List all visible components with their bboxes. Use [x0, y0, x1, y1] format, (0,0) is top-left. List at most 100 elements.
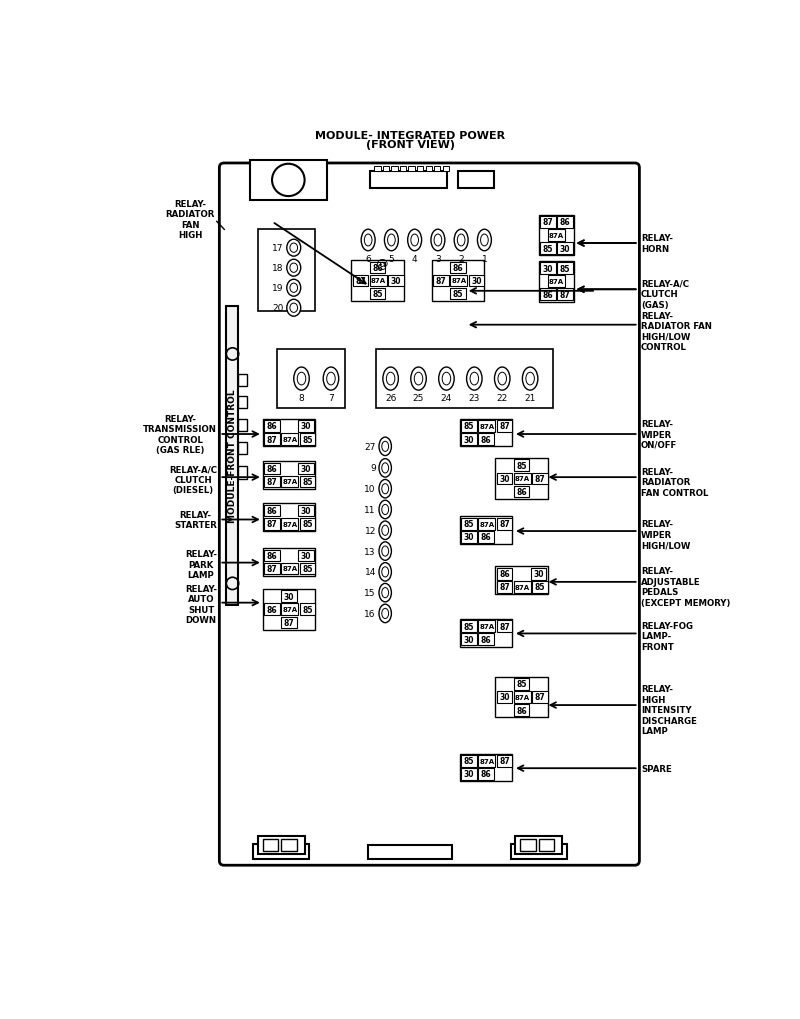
Text: RELAY-
RADIATOR
FAN CONTROL: RELAY- RADIATOR FAN CONTROL: [641, 468, 708, 497]
Bar: [478, 532, 494, 543]
Bar: [298, 505, 314, 517]
Bar: [540, 217, 556, 228]
Bar: [282, 616, 297, 629]
Text: 21: 21: [525, 393, 536, 403]
Text: 19: 19: [272, 284, 284, 292]
Bar: [282, 476, 298, 488]
Bar: [351, 261, 404, 302]
Bar: [497, 569, 512, 580]
Text: 85: 85: [302, 565, 313, 574]
Text: 1: 1: [482, 255, 487, 264]
Text: 30: 30: [464, 435, 474, 444]
Bar: [238, 419, 247, 431]
Text: RELAY-
STARTER: RELAY- STARTER: [174, 511, 217, 530]
Bar: [478, 768, 494, 780]
Ellipse shape: [382, 526, 389, 536]
Ellipse shape: [361, 230, 375, 252]
Ellipse shape: [323, 368, 338, 390]
Bar: [374, 167, 381, 171]
Ellipse shape: [434, 234, 442, 247]
Text: 87A: 87A: [282, 479, 298, 485]
Bar: [370, 171, 447, 189]
Bar: [370, 275, 386, 287]
Text: RELAY-
WIPER
HIGH/LOW: RELAY- WIPER HIGH/LOW: [641, 520, 690, 549]
Text: 87A: 87A: [370, 278, 386, 284]
Ellipse shape: [438, 368, 454, 390]
Ellipse shape: [326, 373, 335, 385]
Text: RELAY-A/C
CLUTCH
(GAS): RELAY-A/C CLUTCH (GAS): [641, 279, 689, 310]
Bar: [353, 275, 368, 287]
Bar: [478, 621, 495, 632]
Bar: [478, 634, 494, 645]
Bar: [514, 460, 530, 472]
Ellipse shape: [414, 373, 422, 385]
Ellipse shape: [382, 588, 389, 598]
Bar: [533, 582, 548, 593]
Bar: [514, 486, 530, 497]
Text: 86: 86: [266, 465, 278, 473]
Bar: [514, 692, 531, 703]
Bar: [450, 288, 466, 300]
Bar: [538, 262, 574, 303]
Ellipse shape: [290, 264, 298, 273]
Text: 87: 87: [266, 478, 278, 486]
Ellipse shape: [494, 368, 510, 390]
Text: 87A: 87A: [479, 424, 494, 430]
Bar: [458, 171, 494, 189]
Text: 87: 87: [499, 520, 510, 529]
Text: RELAY-
HORN: RELAY- HORN: [641, 234, 673, 254]
Ellipse shape: [382, 464, 389, 474]
Text: 30: 30: [464, 635, 474, 644]
Text: 6: 6: [366, 255, 371, 264]
Ellipse shape: [382, 504, 389, 515]
Bar: [282, 519, 298, 530]
Text: RELAY-
WIPER
ON/OFF: RELAY- WIPER ON/OFF: [641, 420, 677, 449]
Text: 87A: 87A: [479, 758, 494, 764]
Text: (FRONT VIEW): (FRONT VIEW): [366, 141, 454, 151]
Text: 8: 8: [298, 393, 304, 403]
Bar: [558, 289, 573, 301]
Bar: [461, 768, 477, 780]
Bar: [497, 621, 512, 632]
Text: 22: 22: [497, 393, 508, 403]
Ellipse shape: [290, 244, 298, 253]
Text: 2: 2: [458, 255, 464, 264]
Text: 30: 30: [560, 245, 570, 254]
Text: 20: 20: [272, 304, 284, 313]
Text: 86: 86: [266, 605, 278, 614]
Bar: [409, 167, 414, 171]
Bar: [478, 519, 495, 530]
Text: RELAY-A/C
CLUTCH
(DIESEL): RELAY-A/C CLUTCH (DIESEL): [169, 465, 217, 495]
Bar: [434, 167, 440, 171]
Bar: [282, 564, 298, 575]
Text: 15: 15: [365, 589, 376, 597]
Text: 87A: 87A: [549, 232, 564, 238]
Bar: [497, 519, 512, 530]
Bar: [282, 604, 298, 615]
Bar: [262, 840, 278, 852]
Ellipse shape: [382, 442, 389, 452]
Bar: [461, 519, 477, 530]
Bar: [262, 548, 315, 576]
Bar: [450, 275, 467, 287]
Bar: [262, 419, 315, 447]
Bar: [514, 582, 531, 593]
Ellipse shape: [382, 568, 389, 578]
Text: 27: 27: [365, 442, 376, 451]
Bar: [540, 263, 556, 274]
Bar: [515, 837, 562, 855]
Bar: [238, 442, 247, 454]
Text: 4: 4: [412, 255, 418, 264]
Text: 87: 87: [499, 422, 510, 431]
Ellipse shape: [431, 230, 445, 252]
Text: 23: 23: [469, 393, 480, 403]
Text: 85: 85: [302, 478, 313, 486]
Text: 87A: 87A: [451, 278, 466, 284]
Bar: [400, 167, 406, 171]
Bar: [548, 276, 565, 287]
Text: 30: 30: [301, 551, 311, 560]
Bar: [459, 419, 512, 447]
Bar: [558, 263, 573, 274]
Bar: [497, 421, 512, 432]
Text: 85: 85: [302, 520, 313, 529]
